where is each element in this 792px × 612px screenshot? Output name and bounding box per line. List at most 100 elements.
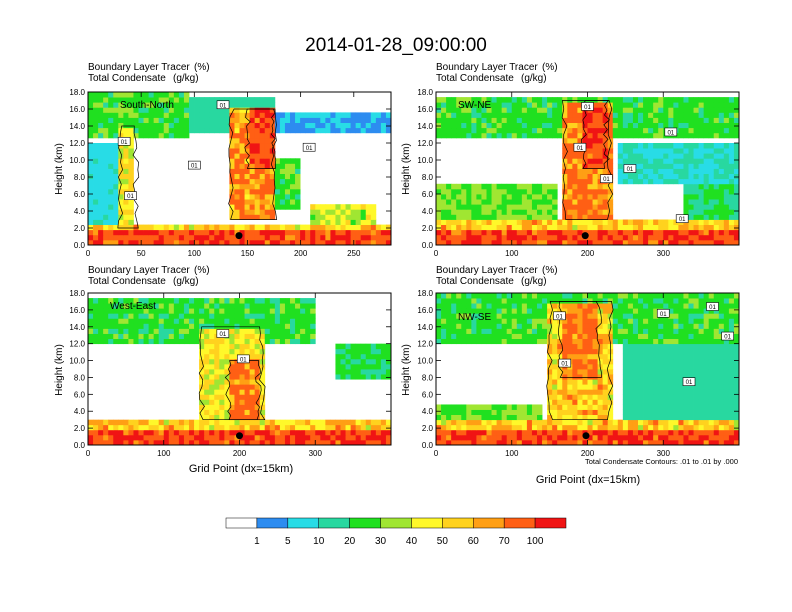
heatmap-cell (380, 234, 387, 241)
heatmap-cell (602, 333, 609, 339)
heatmap-cell (572, 168, 578, 174)
heatmap-cell (133, 92, 139, 98)
heatmap-cell (607, 117, 614, 123)
heatmap-cell (380, 434, 387, 441)
heatmap-cell (678, 374, 684, 380)
heatmap-cell (653, 379, 659, 385)
heatmap-cell (138, 117, 144, 123)
heatmap-cell (678, 363, 684, 370)
heatmap-cell (627, 153, 634, 159)
heatmap-cell (446, 219, 452, 225)
heatmap-cell (511, 132, 518, 139)
heatmap-cell (103, 143, 109, 149)
heatmap-cell (476, 183, 482, 190)
heatmap-cell (325, 127, 331, 134)
heatmap-cell (254, 183, 261, 190)
heatmap-cell (547, 308, 553, 314)
heatmap-cell (688, 194, 694, 200)
contour-label-box (581, 102, 594, 111)
heatmap-cell (572, 234, 578, 241)
heatmap-cell (103, 178, 109, 185)
heatmap-cell (708, 343, 715, 350)
heatmap-cell (330, 239, 336, 246)
heatmap-cell (168, 239, 175, 246)
heatmap-cell (148, 112, 155, 118)
heatmap-cell (607, 363, 614, 370)
heatmap-cell (350, 358, 357, 365)
heatmap-cell (537, 318, 543, 324)
heatmap-cell (693, 163, 699, 169)
heatmap-cell (723, 102, 730, 108)
heatmap-cell (189, 127, 195, 134)
heatmap-cell (269, 112, 276, 118)
heatmap-cell (229, 374, 235, 380)
heatmap-cell (552, 399, 558, 405)
heatmap-cell (638, 234, 644, 241)
heatmap-cell (178, 323, 185, 329)
heatmap-cell (552, 209, 558, 215)
heatmap-cell (547, 112, 553, 118)
heatmap-cell (481, 239, 487, 246)
heatmap-cell (224, 112, 230, 118)
heatmap-cell (239, 369, 245, 375)
heatmap-cell (557, 107, 563, 113)
heatmap-cell (178, 338, 185, 345)
heatmap-cell (264, 434, 271, 441)
heatmap-cell (249, 204, 256, 210)
heatmap-cell (269, 97, 276, 103)
heatmap-cell (173, 239, 180, 246)
heatmap-cell (183, 102, 190, 108)
heatmap-cell (531, 219, 538, 225)
heatmap-cell (663, 439, 669, 446)
heatmap-cell (481, 229, 487, 236)
heatmap-cell (264, 178, 271, 185)
heatmap-cell (537, 308, 543, 314)
heatmap-cell (128, 439, 134, 446)
heatmap-cell (118, 153, 124, 159)
heatmap-cell (688, 122, 694, 129)
heatmap-cell (310, 298, 316, 304)
heatmap-cell (521, 414, 528, 421)
heatmap-cell (486, 224, 492, 231)
x-tick-label: 100 (157, 449, 171, 458)
heatmap-cell (516, 132, 523, 139)
heatmap-cell (723, 424, 730, 431)
heatmap-cell (542, 224, 548, 231)
heatmap-cell (360, 122, 367, 129)
heatmap-cell (476, 209, 482, 215)
heatmap-cell (189, 333, 195, 339)
heatmap-cell (648, 323, 654, 329)
heatmap-cell (249, 239, 256, 246)
heatmap-cell (627, 158, 634, 164)
heatmap-cell (284, 168, 291, 174)
heatmap-cell (259, 178, 266, 185)
heatmap-cell (199, 358, 205, 365)
heatmap-cell (516, 429, 523, 436)
heatmap-cell (648, 132, 654, 139)
heatmap-cell (234, 204, 240, 210)
heatmap-cell (653, 343, 659, 350)
heatmap-cell (229, 127, 235, 134)
heatmap-cell (234, 122, 240, 129)
heatmap-cell (582, 158, 588, 164)
heatmap-cell (224, 369, 230, 375)
heatmap-cell (597, 384, 604, 390)
heatmap-cell (108, 439, 114, 446)
heatmap-cell (577, 219, 583, 225)
heatmap-cell (173, 419, 180, 426)
heatmap-cell (703, 343, 710, 350)
heatmap-cell (572, 374, 578, 380)
heatmap-cell (204, 303, 210, 309)
heatmap-cell (284, 328, 291, 334)
heatmap-cell (648, 219, 654, 225)
heatmap-cell (693, 379, 699, 385)
heatmap-cell (511, 313, 518, 319)
heatmap-cell (436, 204, 442, 210)
heatmap-cell (698, 358, 705, 365)
heatmap-cell (531, 318, 538, 324)
heatmap-cell (567, 419, 573, 426)
heatmap-cell (249, 153, 256, 159)
heatmap-cell (239, 178, 245, 185)
y-tick-label: 0.0 (74, 441, 86, 450)
heatmap-cell (239, 183, 245, 190)
